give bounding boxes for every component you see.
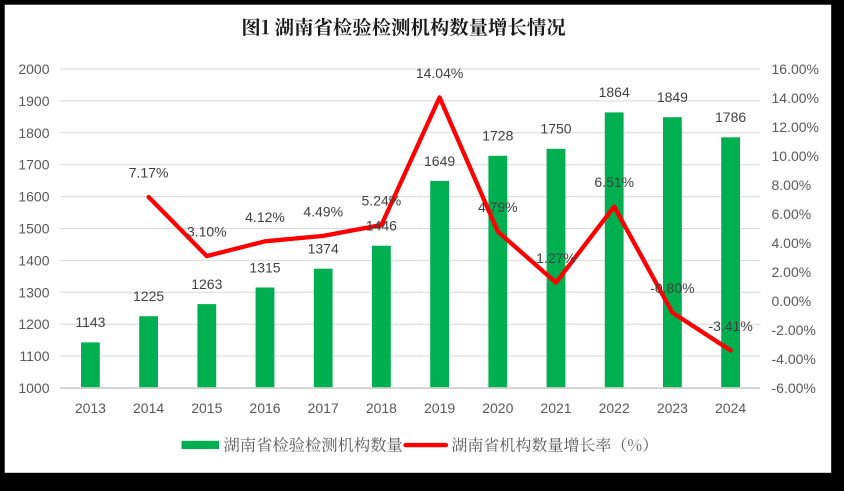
svg-text:2017: 2017 — [308, 400, 339, 416]
svg-text:12.00%: 12.00% — [772, 119, 819, 135]
svg-text:1849: 1849 — [657, 89, 688, 105]
svg-text:2016: 2016 — [249, 400, 280, 416]
svg-text:-3.41%: -3.41% — [708, 318, 752, 334]
svg-text:1225: 1225 — [133, 288, 164, 304]
svg-text:1649: 1649 — [424, 153, 455, 169]
svg-text:-6.00%: -6.00% — [772, 380, 816, 396]
svg-text:3.10%: 3.10% — [187, 224, 227, 240]
svg-text:8.00%: 8.00% — [772, 177, 812, 193]
svg-text:6.51%: 6.51% — [594, 174, 634, 190]
svg-text:2019: 2019 — [424, 400, 455, 416]
svg-text:1786: 1786 — [715, 109, 746, 125]
svg-text:4.79%: 4.79% — [478, 199, 518, 215]
svg-text:2014: 2014 — [133, 400, 164, 416]
svg-text:4.49%: 4.49% — [303, 203, 343, 219]
svg-text:1750: 1750 — [540, 121, 571, 137]
svg-text:0.00%: 0.00% — [772, 293, 812, 309]
svg-text:1200: 1200 — [18, 316, 49, 332]
svg-text:4.12%: 4.12% — [245, 209, 285, 225]
svg-text:6.00%: 6.00% — [772, 206, 812, 222]
svg-text:2018: 2018 — [366, 400, 397, 416]
svg-text:1100: 1100 — [19, 348, 49, 364]
svg-text:1000: 1000 — [18, 380, 49, 396]
svg-text:2021: 2021 — [540, 400, 571, 416]
svg-text:4.00%: 4.00% — [772, 235, 812, 251]
svg-text:2.00%: 2.00% — [772, 264, 812, 280]
svg-text:16.00%: 16.00% — [772, 61, 819, 77]
svg-text:2022: 2022 — [599, 400, 630, 416]
svg-text:1900: 1900 — [18, 93, 49, 109]
svg-text:1800: 1800 — [18, 125, 49, 141]
svg-text:-2.00%: -2.00% — [772, 322, 816, 338]
svg-text:7.17%: 7.17% — [129, 165, 169, 181]
svg-text:1374: 1374 — [308, 241, 339, 257]
svg-text:1500: 1500 — [18, 221, 49, 237]
svg-text:1864: 1864 — [599, 84, 630, 100]
svg-text:2023: 2023 — [657, 400, 688, 416]
svg-text:-4.00%: -4.00% — [772, 351, 816, 367]
svg-text:10.00%: 10.00% — [772, 148, 819, 164]
svg-text:1315: 1315 — [249, 259, 280, 275]
svg-text:1728: 1728 — [482, 128, 513, 144]
svg-text:1700: 1700 — [18, 157, 49, 173]
svg-text:1143: 1143 — [75, 314, 105, 330]
svg-text:1400: 1400 — [18, 252, 49, 268]
svg-text:2013: 2013 — [75, 400, 106, 416]
svg-text:1300: 1300 — [18, 284, 49, 300]
svg-text:5.24%: 5.24% — [362, 193, 402, 209]
svg-text:2000: 2000 — [18, 61, 49, 77]
svg-text:2020: 2020 — [482, 400, 513, 416]
svg-text:2015: 2015 — [191, 400, 222, 416]
svg-text:1600: 1600 — [18, 189, 49, 205]
svg-text:1.27%: 1.27% — [536, 250, 576, 266]
svg-text:1446: 1446 — [366, 218, 397, 234]
svg-text:-0.80%: -0.80% — [650, 280, 694, 296]
svg-text:2024: 2024 — [715, 400, 746, 416]
svg-text:14.04%: 14.04% — [416, 65, 463, 81]
svg-text:14.00%: 14.00% — [772, 90, 819, 106]
svg-text:1263: 1263 — [191, 276, 222, 292]
